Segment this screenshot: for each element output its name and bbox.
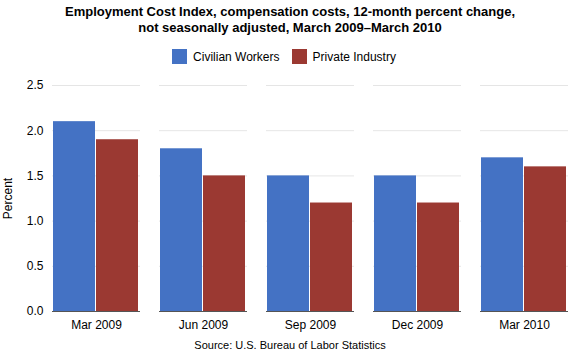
svg-text:Dec 2009: Dec 2009: [392, 318, 444, 332]
html-text:Civilian Workers: Civilian Workers: [193, 49, 280, 64]
svg-text:Jun 2009: Jun 2009: [179, 318, 229, 332]
svg-text:Mar 2010: Mar 2010: [499, 318, 550, 332]
svg-text:2.0: 2.0: [27, 124, 44, 138]
html-text:Employment Cost Index, compens: Employment Cost Index, compensation cost…: [65, 4, 515, 35]
svg-text:Mar 2009: Mar 2009: [71, 318, 122, 332]
html-text:Source: U.S. Bureau of Labor S: Source: U.S. Bureau of Labor Statistics: [194, 339, 386, 351]
svg-text:Sep 2009: Sep 2009: [285, 318, 337, 332]
svg-text:1.0: 1.0: [27, 214, 44, 228]
svg-text:0.0: 0.0: [27, 304, 44, 318]
svg-text:Percent: Percent: [1, 177, 15, 219]
html-text:Private Industry: Private Industry: [312, 49, 396, 64]
svg-text:2.5: 2.5: [27, 78, 44, 92]
svg-text:0.5: 0.5: [27, 259, 44, 273]
svg-text:1.5: 1.5: [27, 169, 44, 183]
